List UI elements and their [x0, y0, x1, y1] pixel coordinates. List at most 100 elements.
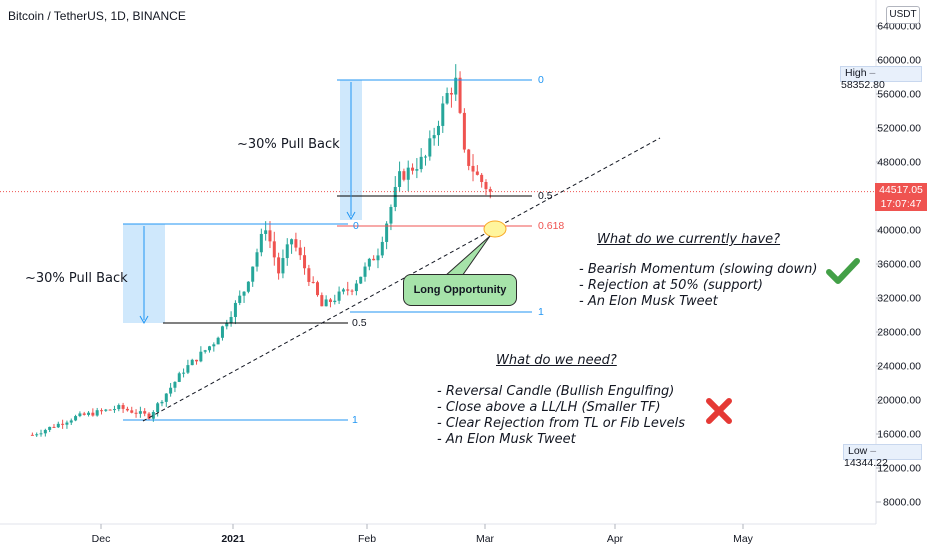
- candle-body: [424, 156, 427, 158]
- y-tick-label: 24000.00: [877, 361, 921, 373]
- candle-body: [182, 372, 186, 374]
- long-opportunity-callout: Long Opportunity: [403, 274, 517, 306]
- fib-upper-1-label: 1: [538, 306, 544, 318]
- have-item-3: - An Elon Musk Tweet: [579, 294, 718, 309]
- candle-body: [471, 165, 475, 172]
- candle-body: [100, 410, 103, 412]
- candle-body: [290, 239, 294, 245]
- x-axis[interactable]: Dec 2021 Feb Mar Apr May: [0, 523, 876, 545]
- candle-body: [212, 344, 216, 347]
- candle-body: [108, 409, 112, 411]
- candle-body: [428, 138, 432, 157]
- fib-lower-05-label: 0.5: [352, 317, 367, 329]
- candle-body: [151, 412, 155, 419]
- candle-body: [242, 291, 246, 296]
- last-price-tag: 44517.05 17:07:47: [875, 183, 927, 211]
- pullback-lower-label: ~30% Pull Back: [25, 271, 128, 286]
- candle-body: [195, 359, 199, 362]
- candle-body: [380, 241, 384, 256]
- candle-body: [320, 295, 324, 307]
- candle-body: [147, 413, 151, 419]
- candle-body: [229, 317, 233, 324]
- fib-upper-0618-label: 0.618: [538, 220, 564, 232]
- low-tag: Low – 14344.22: [843, 444, 922, 469]
- candle-body: [406, 167, 410, 180]
- y-tick-label: 32000.00: [877, 293, 921, 305]
- x-tick-label: Apr: [607, 533, 624, 545]
- y-tick-label: 8000.00: [883, 497, 921, 509]
- candle-body: [307, 268, 311, 282]
- low-value: 14344.22: [844, 457, 888, 469]
- candle-body: [164, 393, 168, 402]
- need-item-2: - Close above a LL/LH (Smaller TF): [437, 400, 661, 415]
- candle-body: [259, 233, 263, 253]
- candle-body: [87, 412, 91, 415]
- candle-body: [467, 149, 471, 166]
- chart-title: Bitcoin / TetherUS, 1D, BINANCE: [8, 9, 186, 23]
- candle-body: [121, 405, 125, 409]
- candle-body: [264, 230, 268, 234]
- candle-body: [268, 230, 272, 242]
- high-label: High: [845, 67, 867, 79]
- candle-body: [255, 252, 259, 267]
- candle-body: [337, 291, 341, 301]
- candle-body: [354, 283, 358, 292]
- candle-body: [475, 171, 479, 175]
- candle-body: [48, 426, 52, 430]
- candle-body: [389, 206, 393, 224]
- y-tick-label: 36000.00: [877, 259, 921, 271]
- candle-body: [350, 290, 354, 292]
- candle-body: [311, 281, 315, 283]
- y-tick-label: 40000.00: [877, 225, 921, 237]
- candle-body: [117, 405, 121, 410]
- candle-body: [169, 387, 173, 394]
- candle-body: [402, 171, 406, 180]
- candle-body: [458, 77, 462, 113]
- candle-body: [341, 289, 345, 292]
- y-tick-label: 48000.00: [877, 157, 921, 169]
- x-tick-label: Dec: [92, 533, 111, 545]
- candle-body: [432, 135, 436, 139]
- fib-upper-0-label: 0: [538, 74, 544, 86]
- currency-button[interactable]: USDT: [886, 6, 920, 24]
- candle-body: [462, 112, 466, 150]
- candle-body: [303, 255, 307, 269]
- candle-body: [359, 276, 363, 284]
- candle-body: [484, 182, 488, 190]
- candle-body: [251, 266, 255, 282]
- candle-body: [138, 411, 142, 414]
- candle-body: [65, 422, 69, 425]
- candle-body: [480, 174, 484, 183]
- candle-body: [285, 244, 289, 259]
- candle-body: [272, 241, 276, 258]
- candle-body: [78, 413, 82, 417]
- target-ellipse: [483, 220, 507, 238]
- candle-body: [411, 167, 415, 171]
- need-item-3: - Clear Rejection from TL or Fib Levels: [437, 416, 685, 431]
- x-tick-label: Feb: [358, 533, 376, 545]
- candle-body: [294, 239, 298, 248]
- check-icon: [826, 258, 860, 284]
- candle-body: [367, 258, 371, 267]
- candle-body: [125, 408, 129, 411]
- have-item-1: - Bearish Momentum (slowing down): [579, 262, 818, 277]
- pullback-upper-label: ~30% Pull Back: [237, 137, 340, 152]
- candle-body: [112, 409, 116, 411]
- x-tick-label: May: [733, 533, 754, 545]
- candle-body: [130, 410, 134, 413]
- candle-body: [216, 337, 220, 345]
- candle-body: [233, 302, 237, 318]
- last-price: 44517.05: [879, 184, 923, 196]
- y-tick-label: 60000.00: [877, 55, 921, 67]
- high-value: 58352.80: [841, 79, 885, 91]
- candle-body: [95, 410, 99, 416]
- candle-body: [208, 346, 211, 351]
- candle-body: [173, 381, 177, 388]
- candles: [30, 64, 492, 437]
- candle-body: [74, 416, 78, 421]
- cross-icon: [706, 398, 732, 424]
- candle-body: [190, 359, 194, 366]
